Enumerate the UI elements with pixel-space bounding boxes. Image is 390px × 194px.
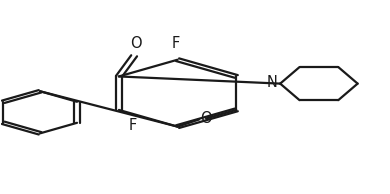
Text: N: N xyxy=(266,75,277,90)
Text: O: O xyxy=(200,111,212,126)
Text: O: O xyxy=(130,36,142,51)
Text: F: F xyxy=(172,36,180,50)
Text: F: F xyxy=(129,118,137,133)
